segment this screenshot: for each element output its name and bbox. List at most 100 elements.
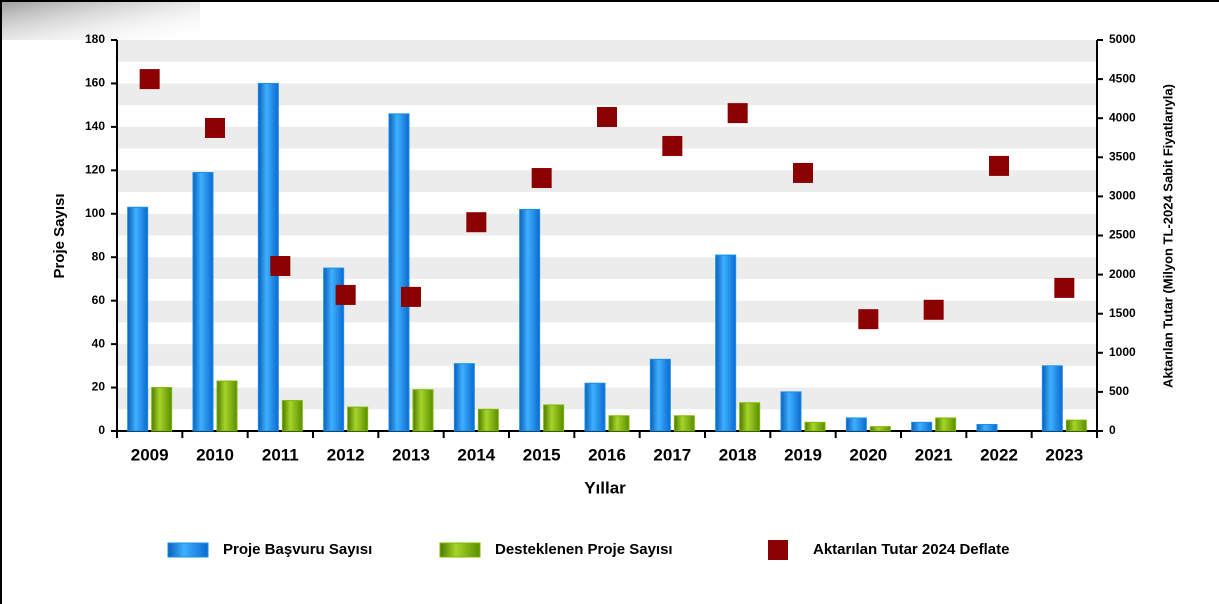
bar xyxy=(804,421,826,432)
x-tick-label: 2012 xyxy=(327,445,365,464)
bar xyxy=(911,421,933,432)
corner-shade xyxy=(0,0,200,40)
grid-band xyxy=(117,387,1097,410)
legend-label: Aktarılan Tutar 2024 Deflate xyxy=(813,541,1009,558)
legend-swatch xyxy=(167,542,209,558)
bar xyxy=(323,267,345,432)
y2-tick-label: 500 xyxy=(1109,384,1129,398)
scatter-point xyxy=(335,284,356,305)
y2-tick-label: 1000 xyxy=(1109,345,1136,359)
grid-band xyxy=(117,213,1097,236)
x-tick-label: 2010 xyxy=(196,445,234,464)
bar xyxy=(192,172,214,432)
legend-label: Proje Başvuru Sayısı xyxy=(223,541,372,558)
x-tick-label: 2009 xyxy=(131,445,169,464)
bar xyxy=(151,387,173,432)
legend-label: Desteklenen Proje Sayısı xyxy=(495,541,673,558)
y2-tick-label: 2500 xyxy=(1109,228,1136,242)
bar xyxy=(1065,419,1087,432)
bar xyxy=(127,206,149,432)
bar xyxy=(347,406,369,432)
y-tick-label: 40 xyxy=(92,336,106,350)
bar xyxy=(935,417,957,432)
bar xyxy=(739,402,761,432)
scatter-point xyxy=(139,69,160,90)
scatter-point xyxy=(662,135,683,156)
bar xyxy=(519,208,541,432)
scatter-point xyxy=(1054,277,1075,298)
x-axis-label: Yıllar xyxy=(584,478,626,497)
scatter-point xyxy=(858,309,879,330)
scatter-point xyxy=(923,299,944,320)
bar xyxy=(976,423,998,432)
x-tick-label: 2021 xyxy=(915,445,953,464)
y-tick-label: 120 xyxy=(85,163,105,177)
grid-band xyxy=(117,344,1097,366)
bar xyxy=(1041,365,1063,432)
y2-tick-label: 0 xyxy=(1109,423,1116,437)
grid-band xyxy=(117,40,1097,62)
y2-tick-label: 5000 xyxy=(1109,32,1136,46)
grid-band xyxy=(117,126,1097,149)
x-tick-label: 2014 xyxy=(457,445,495,464)
x-tick-label: 2015 xyxy=(523,445,561,464)
y2-tick-label: 3000 xyxy=(1109,189,1136,203)
y-tick-label: 80 xyxy=(92,249,106,263)
bar xyxy=(869,426,891,432)
y-tick-label: 180 xyxy=(85,32,105,46)
x-tick-label: 2023 xyxy=(1045,445,1083,464)
scatter-point xyxy=(989,155,1009,176)
scatter-point xyxy=(531,168,552,189)
y-tick-label: 140 xyxy=(85,119,105,133)
bar xyxy=(584,382,606,432)
x-tick-label: 2019 xyxy=(784,445,822,464)
grid-band xyxy=(117,83,1097,106)
x-tick-label: 2016 xyxy=(588,445,626,464)
y2-tick-label: 4500 xyxy=(1109,71,1136,85)
y2-tick-label: 3500 xyxy=(1109,149,1136,163)
y2-tick-label: 1500 xyxy=(1109,306,1136,320)
scatter-point xyxy=(270,255,291,276)
x-tick-label: 2018 xyxy=(719,445,757,464)
scatter-point xyxy=(205,117,225,138)
bar xyxy=(388,113,410,432)
x-tick-label: 2011 xyxy=(262,445,299,464)
bar xyxy=(477,408,499,432)
grid-band xyxy=(117,300,1097,323)
bar xyxy=(715,254,737,432)
bar xyxy=(649,358,671,432)
grid-band xyxy=(117,257,1097,279)
scatter-point xyxy=(597,107,617,128)
bar xyxy=(543,404,565,432)
bar xyxy=(845,417,867,432)
y-tick-label: 160 xyxy=(85,76,105,90)
scatter-point xyxy=(401,286,421,307)
bar xyxy=(453,363,475,432)
y-tick-label: 0 xyxy=(98,423,105,437)
y2-tick-label: 2000 xyxy=(1109,267,1136,281)
scatter-point xyxy=(793,162,813,183)
y-tick-label: 20 xyxy=(92,380,106,394)
y2-tick-label: 4000 xyxy=(1109,110,1136,124)
x-tick-label: 2020 xyxy=(849,445,887,464)
bar xyxy=(412,389,434,432)
x-tick-label: 2022 xyxy=(980,445,1018,464)
bar xyxy=(673,415,695,432)
x-tick-label: 2017 xyxy=(653,445,691,464)
grid-band xyxy=(117,170,1097,193)
y2-axis-label: Aktarılan Tutar (Milyon TL-2024 Sabit Fi… xyxy=(1160,84,1175,388)
scatter-point xyxy=(466,212,487,233)
legend-swatch xyxy=(439,542,481,558)
bar xyxy=(216,380,238,432)
bar xyxy=(608,415,630,432)
y-axis-label: Proje Sayısı xyxy=(51,193,68,278)
bar xyxy=(281,400,303,432)
x-tick-label: 2013 xyxy=(392,445,430,464)
y-tick-label: 60 xyxy=(92,293,106,307)
legend-swatch xyxy=(768,540,788,560)
y-tick-label: 100 xyxy=(85,206,105,220)
scatter-point xyxy=(727,103,748,124)
bar xyxy=(780,391,802,432)
